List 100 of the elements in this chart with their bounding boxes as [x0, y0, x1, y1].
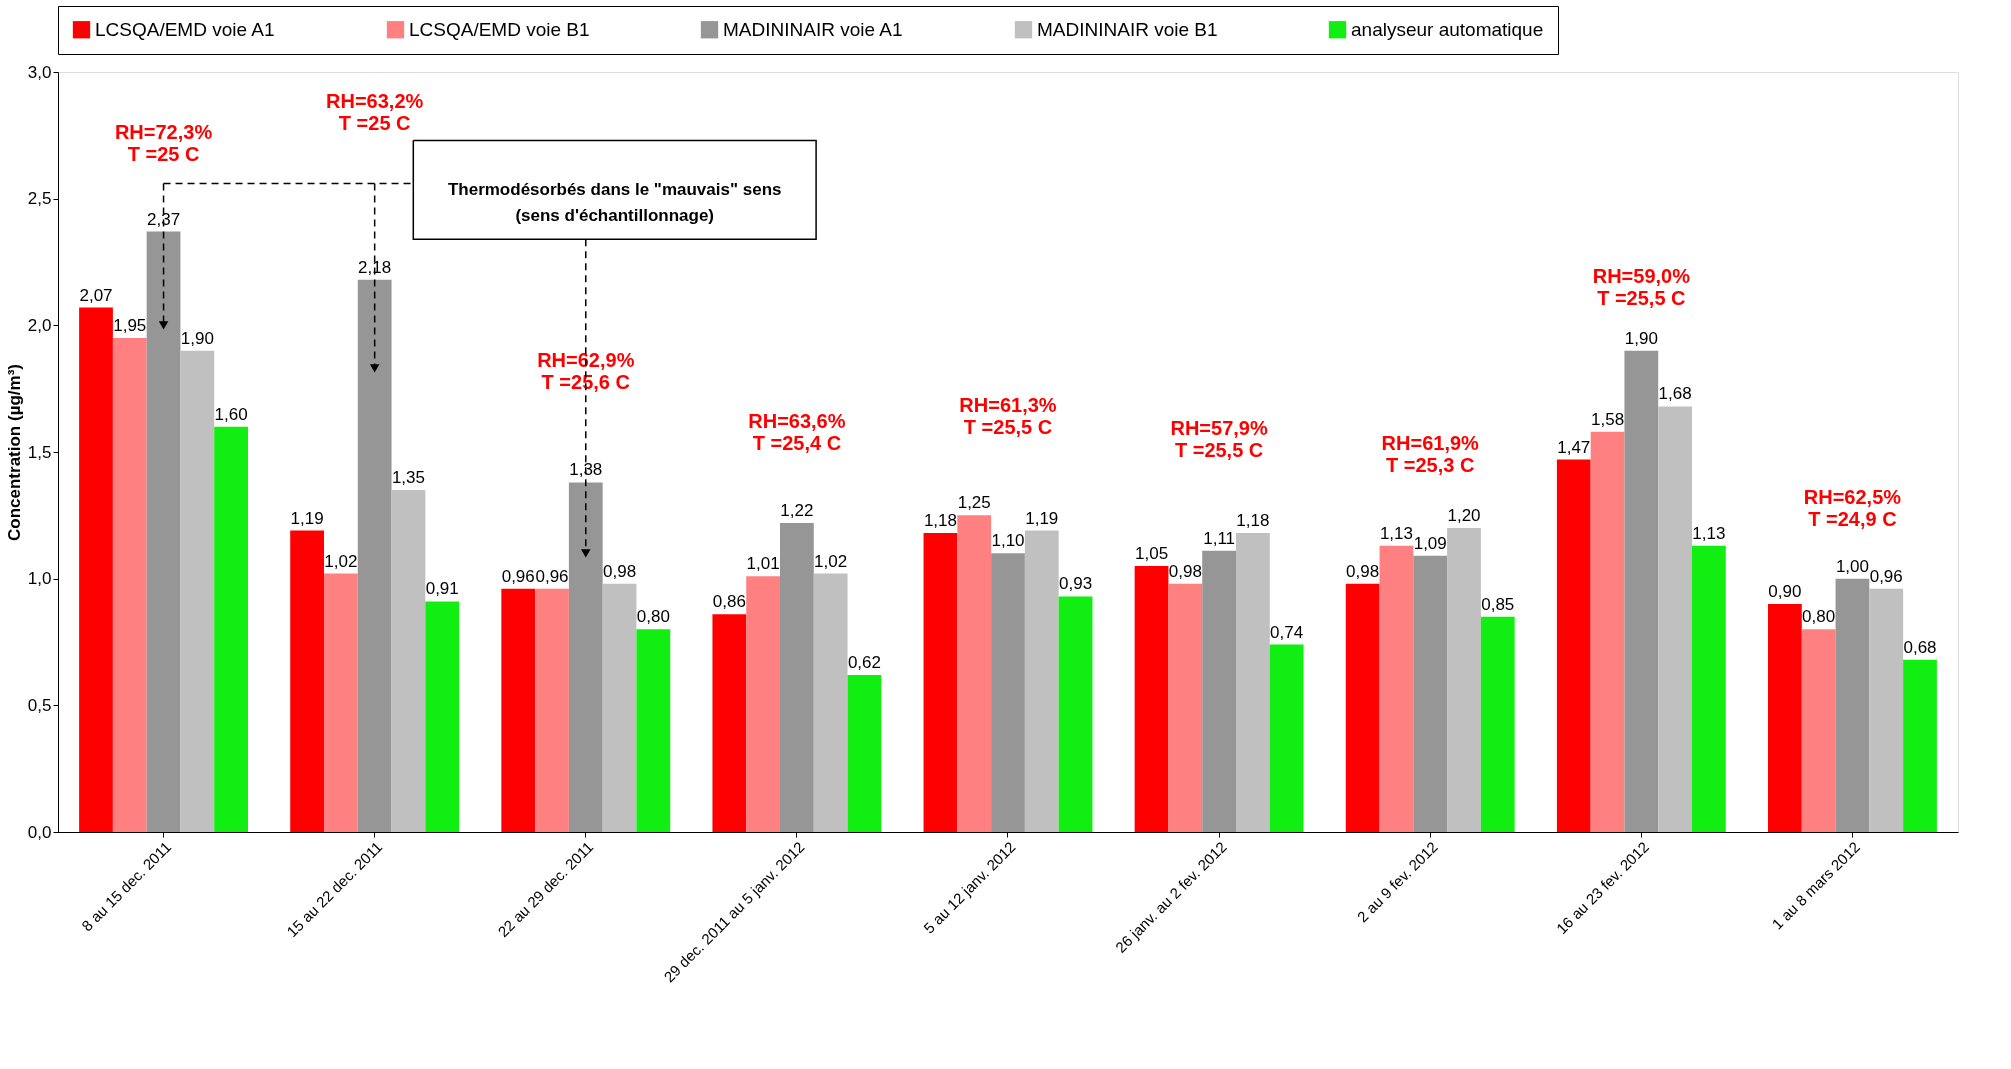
data-label: 1,00 — [1835, 556, 1869, 576]
legend-label: analyseur automatique — [1351, 18, 1544, 40]
data-label: 0,80 — [636, 607, 670, 627]
data-label: 1,02 — [814, 551, 848, 571]
bar — [712, 614, 747, 832]
bar — [1835, 578, 1870, 832]
bar — [391, 490, 426, 832]
bar — [290, 530, 324, 832]
data-label: 2,07 — [79, 285, 113, 305]
data-label: 1,19 — [290, 508, 324, 528]
bar — [1413, 555, 1448, 832]
data-label: 0,96 — [535, 566, 569, 586]
bar — [1590, 431, 1625, 832]
bar — [1236, 533, 1270, 832]
data-label: 1,01 — [746, 554, 780, 574]
data-label: 1,10 — [991, 531, 1025, 551]
bar — [957, 515, 992, 832]
bar — [746, 576, 780, 832]
annotation: RH=72,3% T =25 C — [114, 120, 213, 165]
y-tick-label: 0,0 — [27, 822, 52, 842]
data-label: 0,68 — [1903, 637, 1937, 657]
bar — [1379, 545, 1414, 832]
data-label: 0,62 — [847, 652, 881, 672]
bar — [1624, 350, 1659, 832]
data-label: 1,13 — [1692, 523, 1726, 543]
data-label: 1,38 — [569, 460, 603, 480]
bar — [813, 573, 848, 832]
data-label: 1,90 — [1624, 328, 1658, 348]
y-tick-label: 1,0 — [27, 569, 52, 589]
data-label: 0,98 — [1168, 561, 1202, 581]
bar — [1768, 604, 1802, 832]
data-label: 1,18 — [923, 511, 957, 531]
data-label: 1,68 — [1658, 384, 1692, 404]
annotation: RH=61,9% T =25,3 C — [1381, 432, 1480, 477]
data-label: 1,19 — [1025, 508, 1059, 528]
bar — [1801, 629, 1836, 832]
bar — [991, 553, 1025, 832]
data-label: 2,37 — [147, 209, 181, 229]
data-label: 0,93 — [1059, 574, 1093, 594]
bar — [1134, 566, 1169, 832]
data-label: 1,90 — [180, 328, 214, 348]
data-label: 0,98 — [1346, 561, 1380, 581]
data-label: 1,11 — [1203, 528, 1236, 548]
data-label: 1,60 — [214, 404, 248, 424]
bar — [79, 307, 113, 832]
annotation: Thermodésorbés dans le "mauvais" sens (sens d'échantillonnage) — [447, 179, 782, 225]
data-label: 1,22 — [780, 500, 814, 520]
bar — [425, 601, 460, 832]
bar — [501, 588, 536, 832]
bar — [1058, 596, 1093, 832]
data-label: 1,25 — [957, 493, 991, 513]
y-tick-label: 2,5 — [27, 189, 52, 209]
data-label: 0,98 — [603, 561, 637, 581]
data-label: 1,13 — [1379, 523, 1413, 543]
bar — [568, 482, 603, 832]
legend-label: MADININAIR voie B1 — [1037, 18, 1218, 40]
bar — [535, 588, 569, 832]
annotation: RH=57,9% T =25,5 C — [1170, 417, 1268, 462]
annotation: RH=62,9% T =25,6 C — [537, 348, 635, 393]
data-label: 0,85 — [1481, 594, 1515, 614]
bar — [1692, 545, 1726, 832]
data-label: 0,74 — [1270, 622, 1304, 642]
y-tick-label: 2,0 — [27, 315, 52, 335]
bar — [1556, 459, 1591, 832]
data-label: 2,18 — [358, 257, 392, 277]
annotation: RH=63,6% T =25,4 C — [748, 409, 846, 454]
data-label: 0,86 — [712, 592, 746, 612]
annotation: RH=63,2% T =25 C — [326, 90, 424, 135]
bar — [847, 674, 882, 832]
data-label: 1,47 — [1557, 437, 1591, 457]
bar — [1869, 588, 1904, 832]
data-label: 1,20 — [1447, 506, 1481, 525]
bar — [602, 583, 637, 832]
legend-label: MADININAIR voie A1 — [723, 18, 903, 40]
bar — [1269, 644, 1304, 832]
bar — [357, 279, 392, 832]
bar — [923, 533, 958, 832]
data-label: 1,35 — [391, 468, 425, 487]
bar — [1480, 616, 1515, 832]
bar — [1168, 583, 1203, 832]
data-label: 0,96 — [501, 566, 535, 586]
bar — [180, 350, 215, 832]
bar — [146, 231, 181, 832]
data-label: 1,02 — [324, 551, 358, 571]
y-axis-title: Concentration (µg/m³) — [4, 364, 24, 541]
data-label: 1,09 — [1413, 533, 1447, 553]
data-label: 1,05 — [1135, 544, 1169, 563]
data-label: 1,95 — [113, 316, 147, 335]
data-label: 0,80 — [1802, 607, 1836, 627]
annotation: RH=61,3% T =25,5 C — [959, 394, 1057, 439]
y-tick-label: 3,0 — [27, 62, 52, 82]
data-label: 0,90 — [1768, 582, 1802, 601]
y-tick-label: 1,5 — [27, 442, 52, 462]
bar — [1202, 550, 1236, 832]
annotation: RH=62,5% T =24,9 C — [1803, 485, 1902, 530]
bar — [112, 338, 147, 832]
bar — [1345, 583, 1380, 832]
data-label: 0,91 — [425, 579, 459, 599]
bar — [1658, 406, 1692, 832]
bar — [1024, 530, 1059, 832]
